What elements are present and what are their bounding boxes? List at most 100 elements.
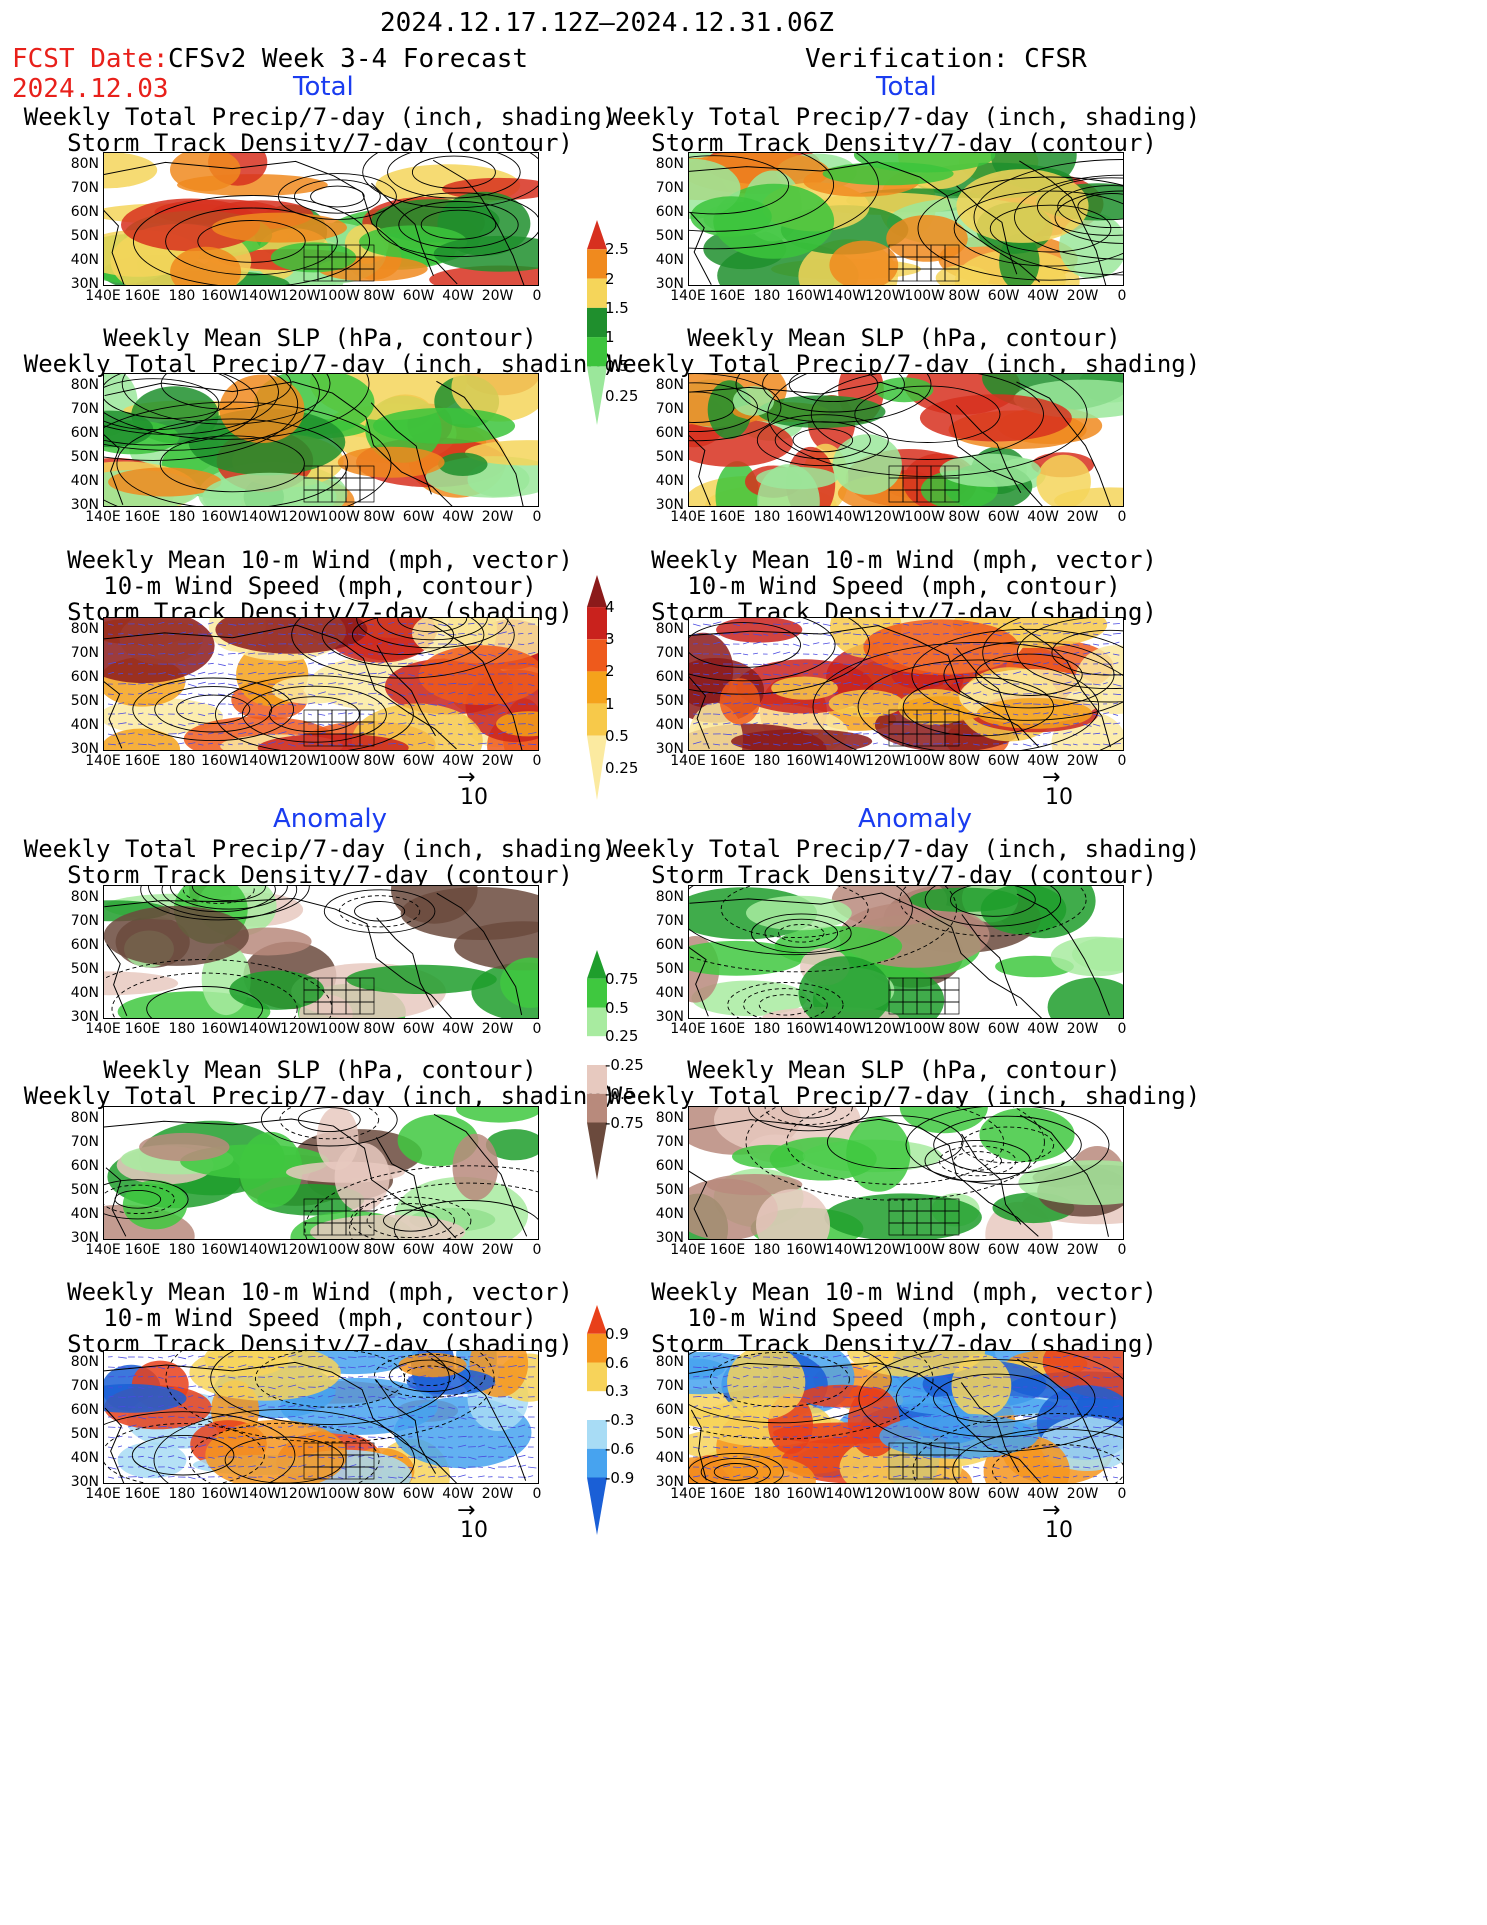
wind-vector [317,743,324,746]
wind-vector [467,743,475,747]
wind-vector [792,1435,798,1438]
wind-vector [427,673,433,676]
wind-vector [792,683,801,686]
lon-tick-label: 40W [1027,288,1059,304]
lon-tick-label: 40W [1027,1242,1059,1258]
wind-vector [752,722,758,725]
colorbar-segment [587,337,607,367]
wind-vector [507,1426,516,1429]
wind-vector [437,1355,445,1358]
wind-vector [127,732,135,735]
wind-vector [942,663,952,666]
lon-tick-label: 180 [753,1242,781,1258]
wind-vector [267,1416,276,1419]
contour-line [975,653,1083,696]
wind-vector [357,743,363,745]
state-boundary [359,477,375,491]
lat-tick-label: 70N [70,645,99,661]
wind-vector [487,1356,495,1359]
wind-vector [197,671,206,675]
wind-vector [187,723,195,725]
lon-tick-label: 140E [85,1021,121,1037]
wind-vector [842,673,849,676]
wind-vector [507,682,513,685]
lat-tick-label: 60N [655,937,684,953]
wind-vector [1002,1365,1008,1368]
wind-vector [227,1436,237,1439]
wind-vector [882,723,890,726]
wind-vector [117,672,124,675]
lon-tick-label: 100W [904,753,946,769]
contour-line [810,374,1044,460]
lon-tick-label: 20W [481,1021,514,1037]
state-boundary [345,709,361,723]
lon-tick-label: 160W [201,1021,242,1037]
wind-vector [822,653,829,656]
wind-vector [487,1446,496,1450]
lon-tick-label: 140E [85,288,121,304]
vector-reference-arrow-icon: → [1042,1498,1061,1523]
wind-vector [447,1446,453,1449]
lat-tick-label: 30N [655,1009,684,1025]
colorbar-segment [587,1007,607,1037]
wind-vector [842,1455,848,1458]
wind-vector [197,1426,205,1428]
wind-vector [792,643,801,647]
wind-vector [722,733,732,736]
shading-blob [909,887,1019,912]
wind-vector [417,682,425,685]
contour-line [917,176,1123,281]
lat-tick-label: 30N [70,497,99,513]
wind-vector [437,1376,447,1378]
lat-tick-label: 40N [655,985,684,1001]
wind-vector [357,633,365,637]
wind-vector [297,1395,306,1398]
wind-vector [932,1474,942,1478]
wind-vector [1082,1476,1090,1478]
lat-tick-label: 60N [655,425,684,441]
wind-vector [347,652,354,655]
wind-vector [832,1474,841,1478]
wind-vector [327,1436,336,1439]
lon-tick-label: 0 [1117,509,1127,525]
wind-vector [397,651,404,655]
contour-line [132,195,371,285]
lat-tick-label: 50N [70,228,99,244]
wind-vector [972,1446,978,1449]
wind-vector [407,673,416,677]
wind-vector [427,733,435,735]
wind-vector [487,703,494,705]
wind-vector [187,632,194,635]
wind-vector [527,652,536,655]
contour-line [268,696,360,733]
wind-vector [1092,732,1101,735]
wind-vector [872,1415,879,1418]
wind-vector [1072,1376,1080,1380]
wind-vector [892,1475,902,1478]
wind-vector [1092,1465,1099,1468]
wind-vector [287,693,293,696]
map-panel [103,1350,539,1484]
lat-tick-label: 80N [70,889,99,905]
lon-tick-label: 140E [670,288,706,304]
lon-tick-label: 180 [753,1021,781,1037]
wind-vector [752,1446,760,1449]
vector-reference-label: 10 [1045,1518,1073,1543]
contour-line [140,886,298,921]
shading-blob [853,153,996,173]
wind-vector [157,703,164,706]
lon-tick-label: 140E [670,509,706,525]
wind-vector [732,663,742,666]
lon-tick-label: 120W [864,509,906,525]
wind-vector [527,683,535,687]
wind-vector [1102,1376,1112,1379]
lon-tick-label: 120W [864,1242,906,1258]
contour-line [111,972,298,1018]
wind-vector [942,1414,951,1418]
wind-vector [892,693,898,696]
wind-vector [882,693,891,696]
wind-vector [772,743,781,746]
coastline [1019,625,1111,748]
wind-vector [167,1476,175,1478]
wind-vector [1092,672,1102,675]
